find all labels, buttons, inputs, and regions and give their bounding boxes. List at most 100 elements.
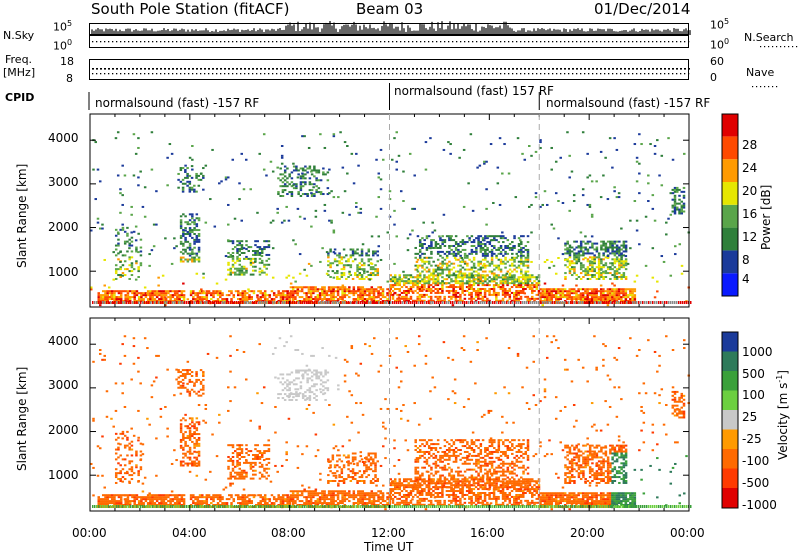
power-cell xyxy=(348,213,351,216)
nave-point xyxy=(408,73,410,75)
power-cell xyxy=(579,244,583,247)
power-cell xyxy=(423,260,426,263)
power-cell xyxy=(602,270,605,273)
velocity-cell xyxy=(178,505,181,508)
power-cell xyxy=(180,296,184,299)
power-cell xyxy=(454,297,458,300)
power-cell xyxy=(304,181,307,184)
power-cell xyxy=(490,280,494,283)
power-cell xyxy=(114,277,118,280)
power-cell xyxy=(232,296,236,299)
power-cell xyxy=(427,295,431,298)
power-cell xyxy=(281,181,285,184)
power-cell xyxy=(599,292,603,295)
power-cell xyxy=(680,272,684,275)
power-cell xyxy=(294,280,297,283)
power-cell xyxy=(332,286,335,289)
power-cell xyxy=(285,205,288,208)
power-cell xyxy=(454,248,458,251)
power-cell xyxy=(511,258,514,261)
power-cell xyxy=(366,288,369,291)
power-cell xyxy=(622,254,626,257)
power-cell xyxy=(572,298,576,301)
power-cell xyxy=(354,274,357,277)
power-cell xyxy=(597,268,601,271)
nave-point xyxy=(472,73,474,75)
freq-point xyxy=(152,68,154,70)
power-cell xyxy=(229,271,233,274)
power-cell xyxy=(402,270,405,273)
power-cell xyxy=(445,235,449,238)
power-cell xyxy=(245,255,248,258)
freq-point xyxy=(584,68,586,70)
power-cell xyxy=(441,235,444,238)
velocity-cell xyxy=(245,500,249,503)
power-cell xyxy=(568,292,571,295)
nave-point xyxy=(232,73,234,75)
power-cell xyxy=(286,290,289,293)
power-cell xyxy=(322,167,325,170)
power-cell xyxy=(613,296,616,299)
freq-point xyxy=(664,68,666,70)
power-cell xyxy=(193,240,196,243)
power-cell xyxy=(522,250,525,253)
power-colorbar-block xyxy=(722,159,738,182)
power-cell xyxy=(490,256,494,259)
power-cell xyxy=(477,243,480,246)
nsearch-dot xyxy=(528,41,530,43)
power-cell xyxy=(539,141,542,144)
velocity-cell xyxy=(178,504,181,507)
power-cell xyxy=(343,292,347,295)
power-cell xyxy=(579,298,583,301)
power-cell xyxy=(345,254,348,257)
power-cell xyxy=(673,196,677,199)
freq-point xyxy=(128,68,130,70)
power-cell xyxy=(286,185,289,188)
nsearch-dot xyxy=(304,41,306,43)
nsearch-dot xyxy=(352,41,354,43)
velocity-cell xyxy=(194,504,197,507)
power-cell xyxy=(254,251,257,254)
power-cell xyxy=(309,288,313,291)
power-cell xyxy=(325,290,329,293)
power-cell xyxy=(515,256,519,259)
power-cell xyxy=(566,266,569,269)
power-cell xyxy=(271,170,275,173)
power-cell xyxy=(332,196,336,199)
power-cell xyxy=(579,294,583,297)
power-cell xyxy=(432,276,435,279)
power-cell xyxy=(256,294,259,297)
power-cell xyxy=(275,296,278,299)
power-cell xyxy=(281,191,285,194)
velocity-cell xyxy=(106,496,109,499)
power-cell xyxy=(372,272,375,275)
power-cell xyxy=(497,286,500,289)
power-cell xyxy=(128,238,131,241)
power-cell xyxy=(557,292,560,295)
power-cell xyxy=(566,258,569,261)
velocity-cell xyxy=(286,505,289,508)
power-cell xyxy=(573,248,576,251)
power-cell xyxy=(279,167,282,170)
power-cell xyxy=(602,292,605,295)
power-cell xyxy=(450,289,453,292)
power-cell xyxy=(280,221,284,224)
power-cell xyxy=(396,280,399,283)
power-cell xyxy=(230,298,233,301)
power-cell xyxy=(468,288,471,291)
power-cell xyxy=(479,241,483,244)
power-cell xyxy=(195,174,198,177)
power-cell xyxy=(604,242,608,245)
velocity-cell xyxy=(291,496,295,499)
velocity-cell xyxy=(252,505,256,508)
power-cell xyxy=(622,292,625,295)
power-cell xyxy=(402,274,406,277)
power-cell xyxy=(683,152,686,155)
power-cell xyxy=(678,208,681,211)
power-cell xyxy=(179,236,183,239)
power-cell xyxy=(123,242,127,245)
power-cell xyxy=(593,298,596,301)
power-cell xyxy=(474,289,478,292)
power-cell xyxy=(108,292,112,295)
power-cell xyxy=(188,190,192,193)
